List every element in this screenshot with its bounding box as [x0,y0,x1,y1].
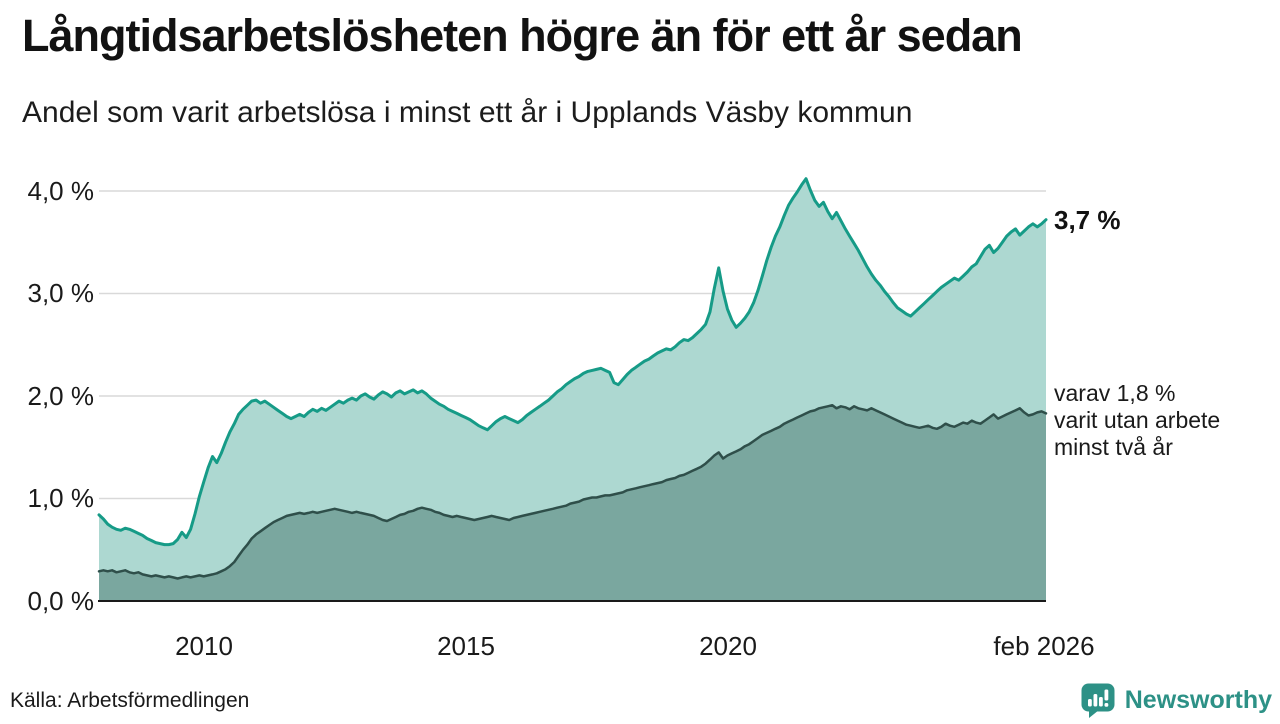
unemployed-min-2-years-line [97,403,1048,580]
newsworthy-wordmark: Newsworthy [1124,686,1272,714]
y-tick-label-4: 4,0 % [27,176,95,206]
y-tick-label-0: 0,0 % [27,586,95,616]
newsworthy-logo: Newsworthy [1080,682,1272,719]
value-annotation-subset-line1: varav 1,8 % [1054,380,1176,406]
value-annotation-subset-line3: minst två år [1054,434,1173,460]
newsworthy-logo-icon [1080,682,1117,719]
source-note: Källa: Arbetsförmedlingen [10,689,250,712]
x-tick-label-2020: 2020 [699,631,757,661]
y-tick-label-3: 3,0 % [27,278,95,308]
value-annotation-subset-line2: varit utan arbete [1054,407,1221,433]
page-title: Långtidsarbetslösheten högre än för ett … [22,10,1023,61]
x-tick-label-feb-2026: feb 2026 [993,631,1095,661]
x-tick-label-2015: 2015 [437,631,495,661]
page-subtitle: Andel som varit arbetslösa i minst ett å… [22,96,913,129]
value-annotation-subset: varav 1,8 % varit utan arbete minst två … [1054,380,1220,461]
unemployed-min-1-year-line [97,177,1048,547]
y-tick-label-2: 2,0 % [27,381,95,411]
value-annotation-total: 3,7 % [1054,205,1121,235]
x-tick-label-2010: 2010 [175,631,233,661]
y-tick-label-1: 1,0 % [27,483,95,513]
